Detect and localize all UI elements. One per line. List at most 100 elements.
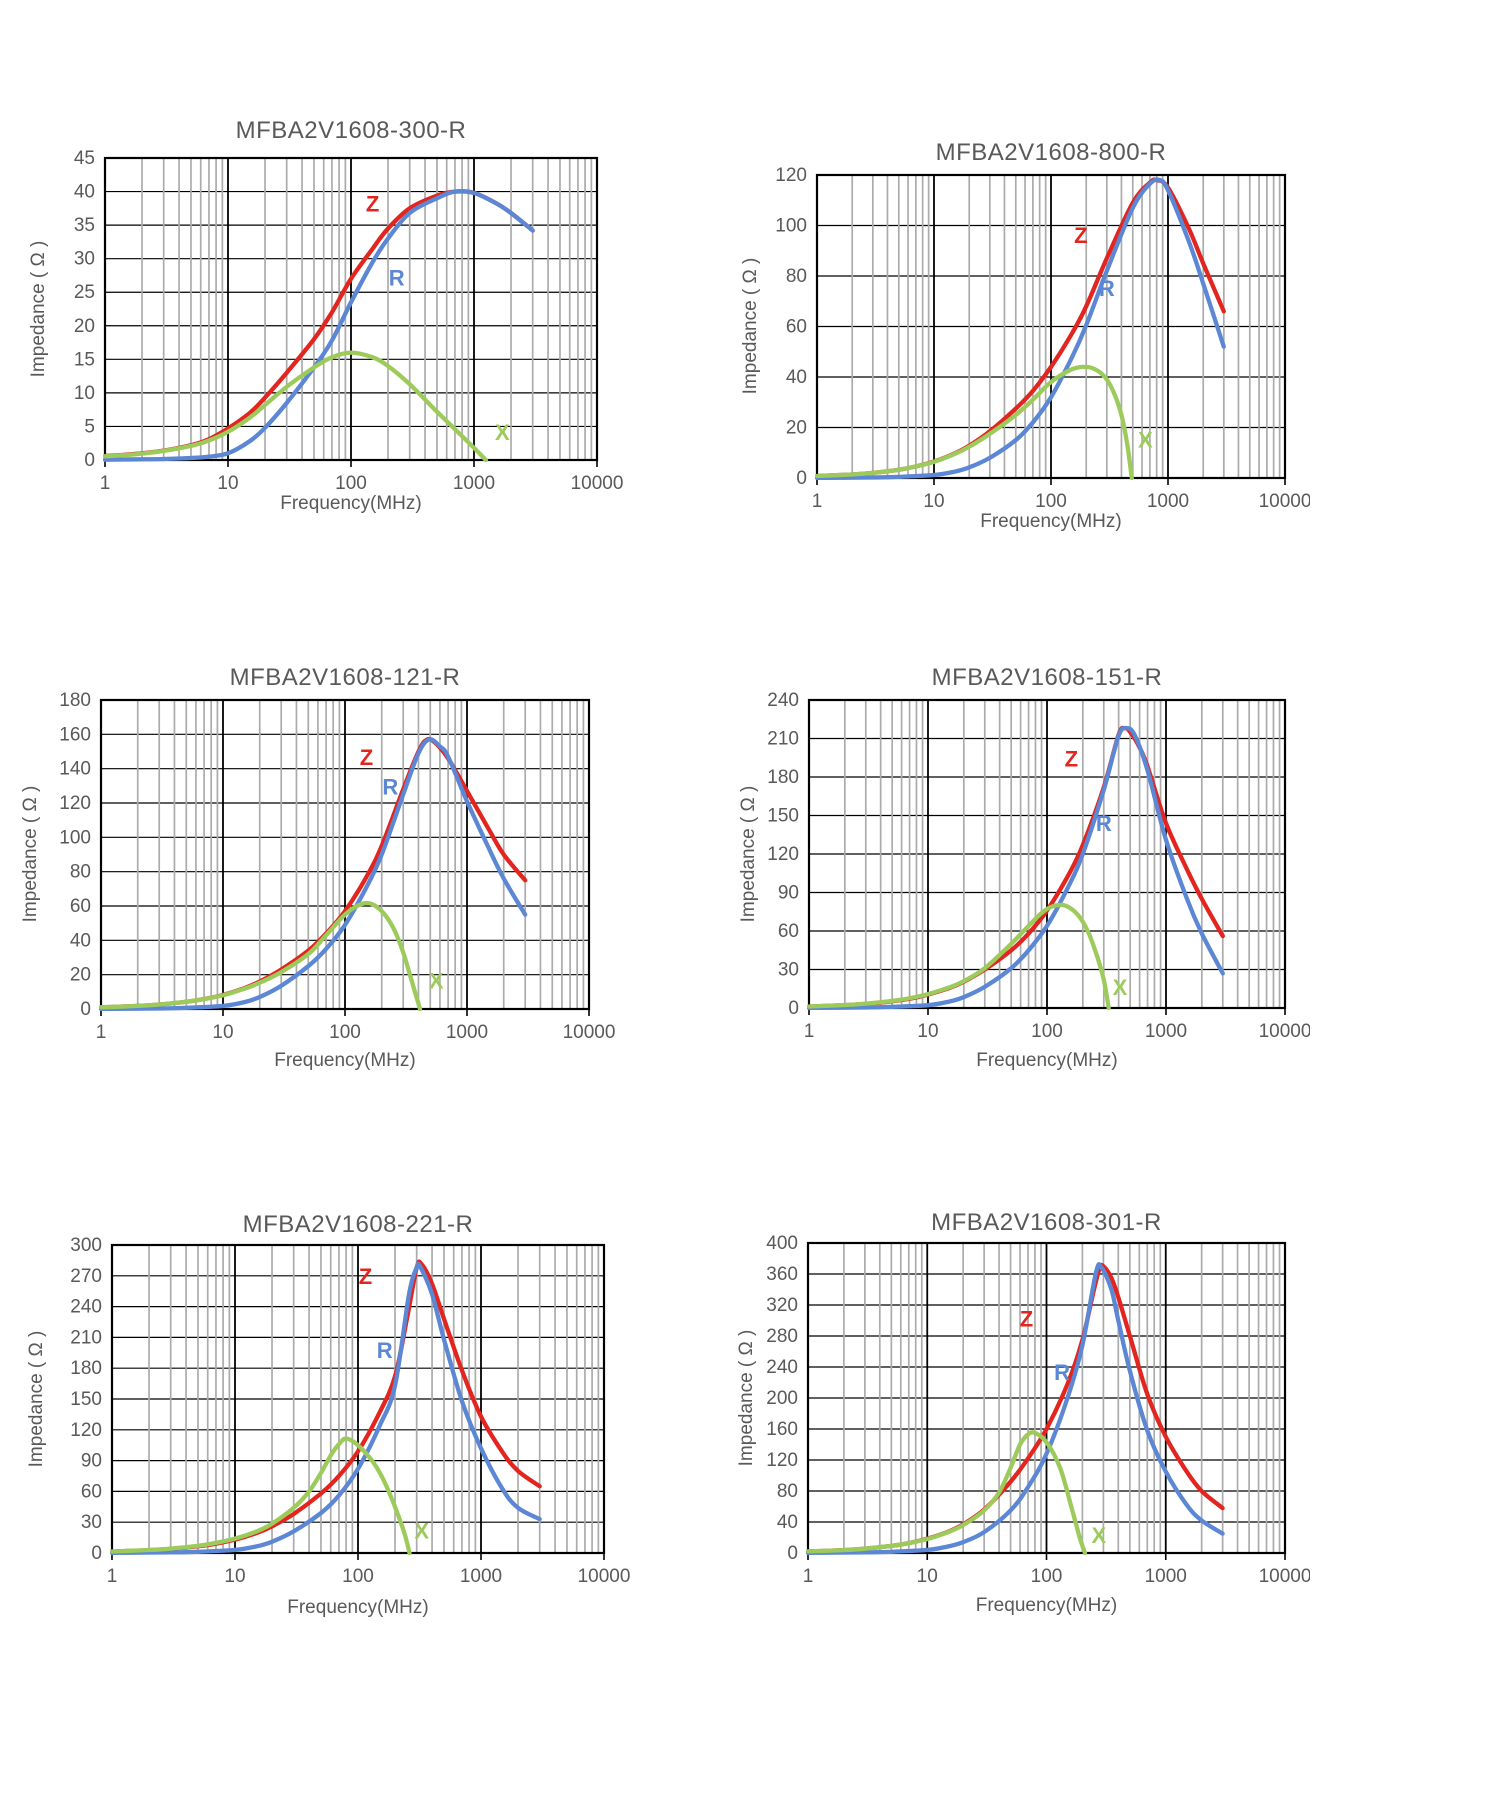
plot-svg: Z R X 0 30 60 90 120 150 180 210 240 1 10 100 1000 10000 xyxy=(767,690,1310,1042)
y-tick-label: 100 xyxy=(775,216,807,237)
y-tick-label: 120 xyxy=(70,1420,102,1441)
x-tick-labels: 1 10 100 1000 10000 xyxy=(812,491,1310,512)
series-labels: Z R X xyxy=(359,1264,430,1544)
y-tick-label: 60 xyxy=(70,896,91,917)
series-labels: Z R X xyxy=(366,192,510,445)
series-label-r: R xyxy=(1099,276,1115,301)
x-axis-title: Frequency(MHz) xyxy=(980,511,1122,532)
plot-svg: Z R X 0 30 60 90 120 150 180 210 240 270 300 1 10 100 100… xyxy=(70,1235,631,1587)
y-axis-title: Impedance ( Ω ) xyxy=(26,1330,47,1468)
x-tick-label: 10000 xyxy=(563,1022,616,1043)
curve-r xyxy=(806,1262,1225,1555)
series-label-z: Z xyxy=(1074,223,1087,248)
y-tick-label: 300 xyxy=(70,1235,102,1256)
x-tick-label: 10 xyxy=(917,1021,938,1042)
y-tick-labels: 0 20 40 60 80 100 120 140 160 180 xyxy=(59,690,91,1020)
series-label-x: X xyxy=(429,968,444,993)
y-axis-title: Impedance ( Ω ) xyxy=(738,785,759,923)
y-tick-label: 40 xyxy=(70,930,91,951)
grid-minor xyxy=(141,158,593,460)
y-tick-labels: 0 5 10 15 20 25 30 35 40 45 xyxy=(74,148,95,471)
y-tick-label: 120 xyxy=(59,793,91,814)
y-tick-label: 120 xyxy=(766,1450,798,1471)
curves xyxy=(807,725,1225,1010)
y-tick-label: 80 xyxy=(777,1481,798,1502)
plot-border xyxy=(806,1241,1287,1555)
plot-border xyxy=(807,698,1287,1010)
chart-mfba2v1608-300-r: Z R X 0 5 10 15 20 25 30 35 40 45 1 10 100 1000 10000 MFB… xyxy=(10,95,650,545)
x-axis-ticks xyxy=(807,1554,1286,1560)
curve-x xyxy=(815,364,1134,480)
y-tick-label: 25 xyxy=(74,282,95,303)
chart-title: MFBA2V1608-151-R xyxy=(931,664,1163,691)
chart-mfba2v1608-221-r: Z R X 0 30 60 90 120 150 180 210 240 270 300 1 10 100 100… xyxy=(10,1185,650,1645)
x-tick-labels: 1 10 100 1000 10000 xyxy=(107,1566,631,1587)
y-tick-label: 40 xyxy=(786,367,807,388)
x-axis-ticks xyxy=(808,1009,1286,1015)
series-label-x: X xyxy=(1113,975,1128,1000)
y-tick-label: 10 xyxy=(74,383,95,404)
x-tick-label: 100 xyxy=(1031,1021,1063,1042)
series-label-r: R xyxy=(389,266,405,291)
curves xyxy=(110,1259,542,1555)
grid-vertical-major xyxy=(227,158,475,460)
grid-vertical-major xyxy=(933,175,1169,478)
x-tick-label: 1 xyxy=(804,1021,815,1042)
series-label-r: R xyxy=(1054,1360,1070,1385)
chart-mfba2v1608-151-r: Z R X 0 30 60 90 120 150 180 210 240 1 10 100 1000 10000… xyxy=(650,640,1310,1095)
series-label-r: R xyxy=(382,774,398,799)
x-axis-ticks xyxy=(816,479,1286,485)
curve-x xyxy=(110,1436,412,1555)
y-tick-label: 5 xyxy=(84,416,95,437)
y-axis-title: Impedance ( Ω ) xyxy=(20,785,41,923)
chart-mfba2v1608-301-r: Z R X 0 40 80 120 160 200 240 280 320 360 400 1 10 100 10… xyxy=(650,1185,1310,1645)
y-tick-label: 80 xyxy=(786,266,807,287)
y-tick-label: 180 xyxy=(59,690,91,711)
chart-mfba2v1608-800-r: Z R X 0 20 40 60 80 100 120 1 10 100 1000 10000 MFBA2V… xyxy=(650,95,1310,550)
y-tick-label: 240 xyxy=(767,690,799,711)
y-tick-label: 100 xyxy=(59,827,91,848)
series-label-x: X xyxy=(1138,428,1153,453)
x-axis-title: Frequency(MHz) xyxy=(976,1050,1118,1071)
x-tick-label: 10 xyxy=(923,491,944,512)
y-tick-label: 320 xyxy=(766,1295,798,1316)
x-tick-label: 1000 xyxy=(453,473,495,494)
curves xyxy=(99,736,528,1011)
chart-title: MFBA2V1608-800-R xyxy=(935,139,1167,166)
y-axis-title: Impedance ( Ω ) xyxy=(740,257,761,395)
x-tick-labels: 1 10 100 1000 10000 xyxy=(100,473,624,494)
series-label-x: X xyxy=(495,420,510,445)
x-axis-title: Frequency(MHz) xyxy=(280,493,422,514)
y-tick-label: 240 xyxy=(70,1297,102,1318)
curve-x xyxy=(99,900,423,1011)
x-tick-label: 100 xyxy=(342,1566,374,1587)
y-tick-label: 35 xyxy=(74,215,95,236)
y-tick-label: 80 xyxy=(70,862,91,883)
x-tick-label: 10 xyxy=(917,1566,938,1587)
series-label-z: Z xyxy=(1065,747,1078,772)
x-tick-labels: 1 10 100 1000 10000 xyxy=(803,1566,1310,1587)
y-tick-label: 150 xyxy=(767,806,799,827)
plot-border xyxy=(99,698,591,1011)
y-tick-label: 60 xyxy=(778,921,799,942)
x-tick-label: 1 xyxy=(812,491,823,512)
chart-title: MFBA2V1608-301-R xyxy=(931,1209,1162,1236)
y-axis-title: Impedance ( Ω ) xyxy=(28,240,49,378)
y-tick-label: 90 xyxy=(81,1451,102,1472)
y-axis-title: Impedance ( Ω ) xyxy=(736,1329,757,1467)
y-tick-label: 140 xyxy=(59,759,91,780)
curve-r xyxy=(110,1261,542,1555)
grid-vertical-major xyxy=(222,700,468,1009)
chart-title: MFBA2V1608-300-R xyxy=(235,117,467,144)
series-label-r: R xyxy=(377,1338,393,1363)
grid-vertical-major xyxy=(926,1243,1167,1553)
x-tick-label: 10 xyxy=(212,1022,233,1043)
curve-x xyxy=(103,350,489,462)
chart-title: MFBA2V1608-221-R xyxy=(242,1211,474,1238)
y-tick-label: 200 xyxy=(766,1388,798,1409)
x-tick-label: 1000 xyxy=(1145,1566,1187,1587)
y-tick-labels: 0 30 60 90 120 150 180 210 240 xyxy=(767,690,799,1019)
y-tick-label: 45 xyxy=(74,148,95,169)
